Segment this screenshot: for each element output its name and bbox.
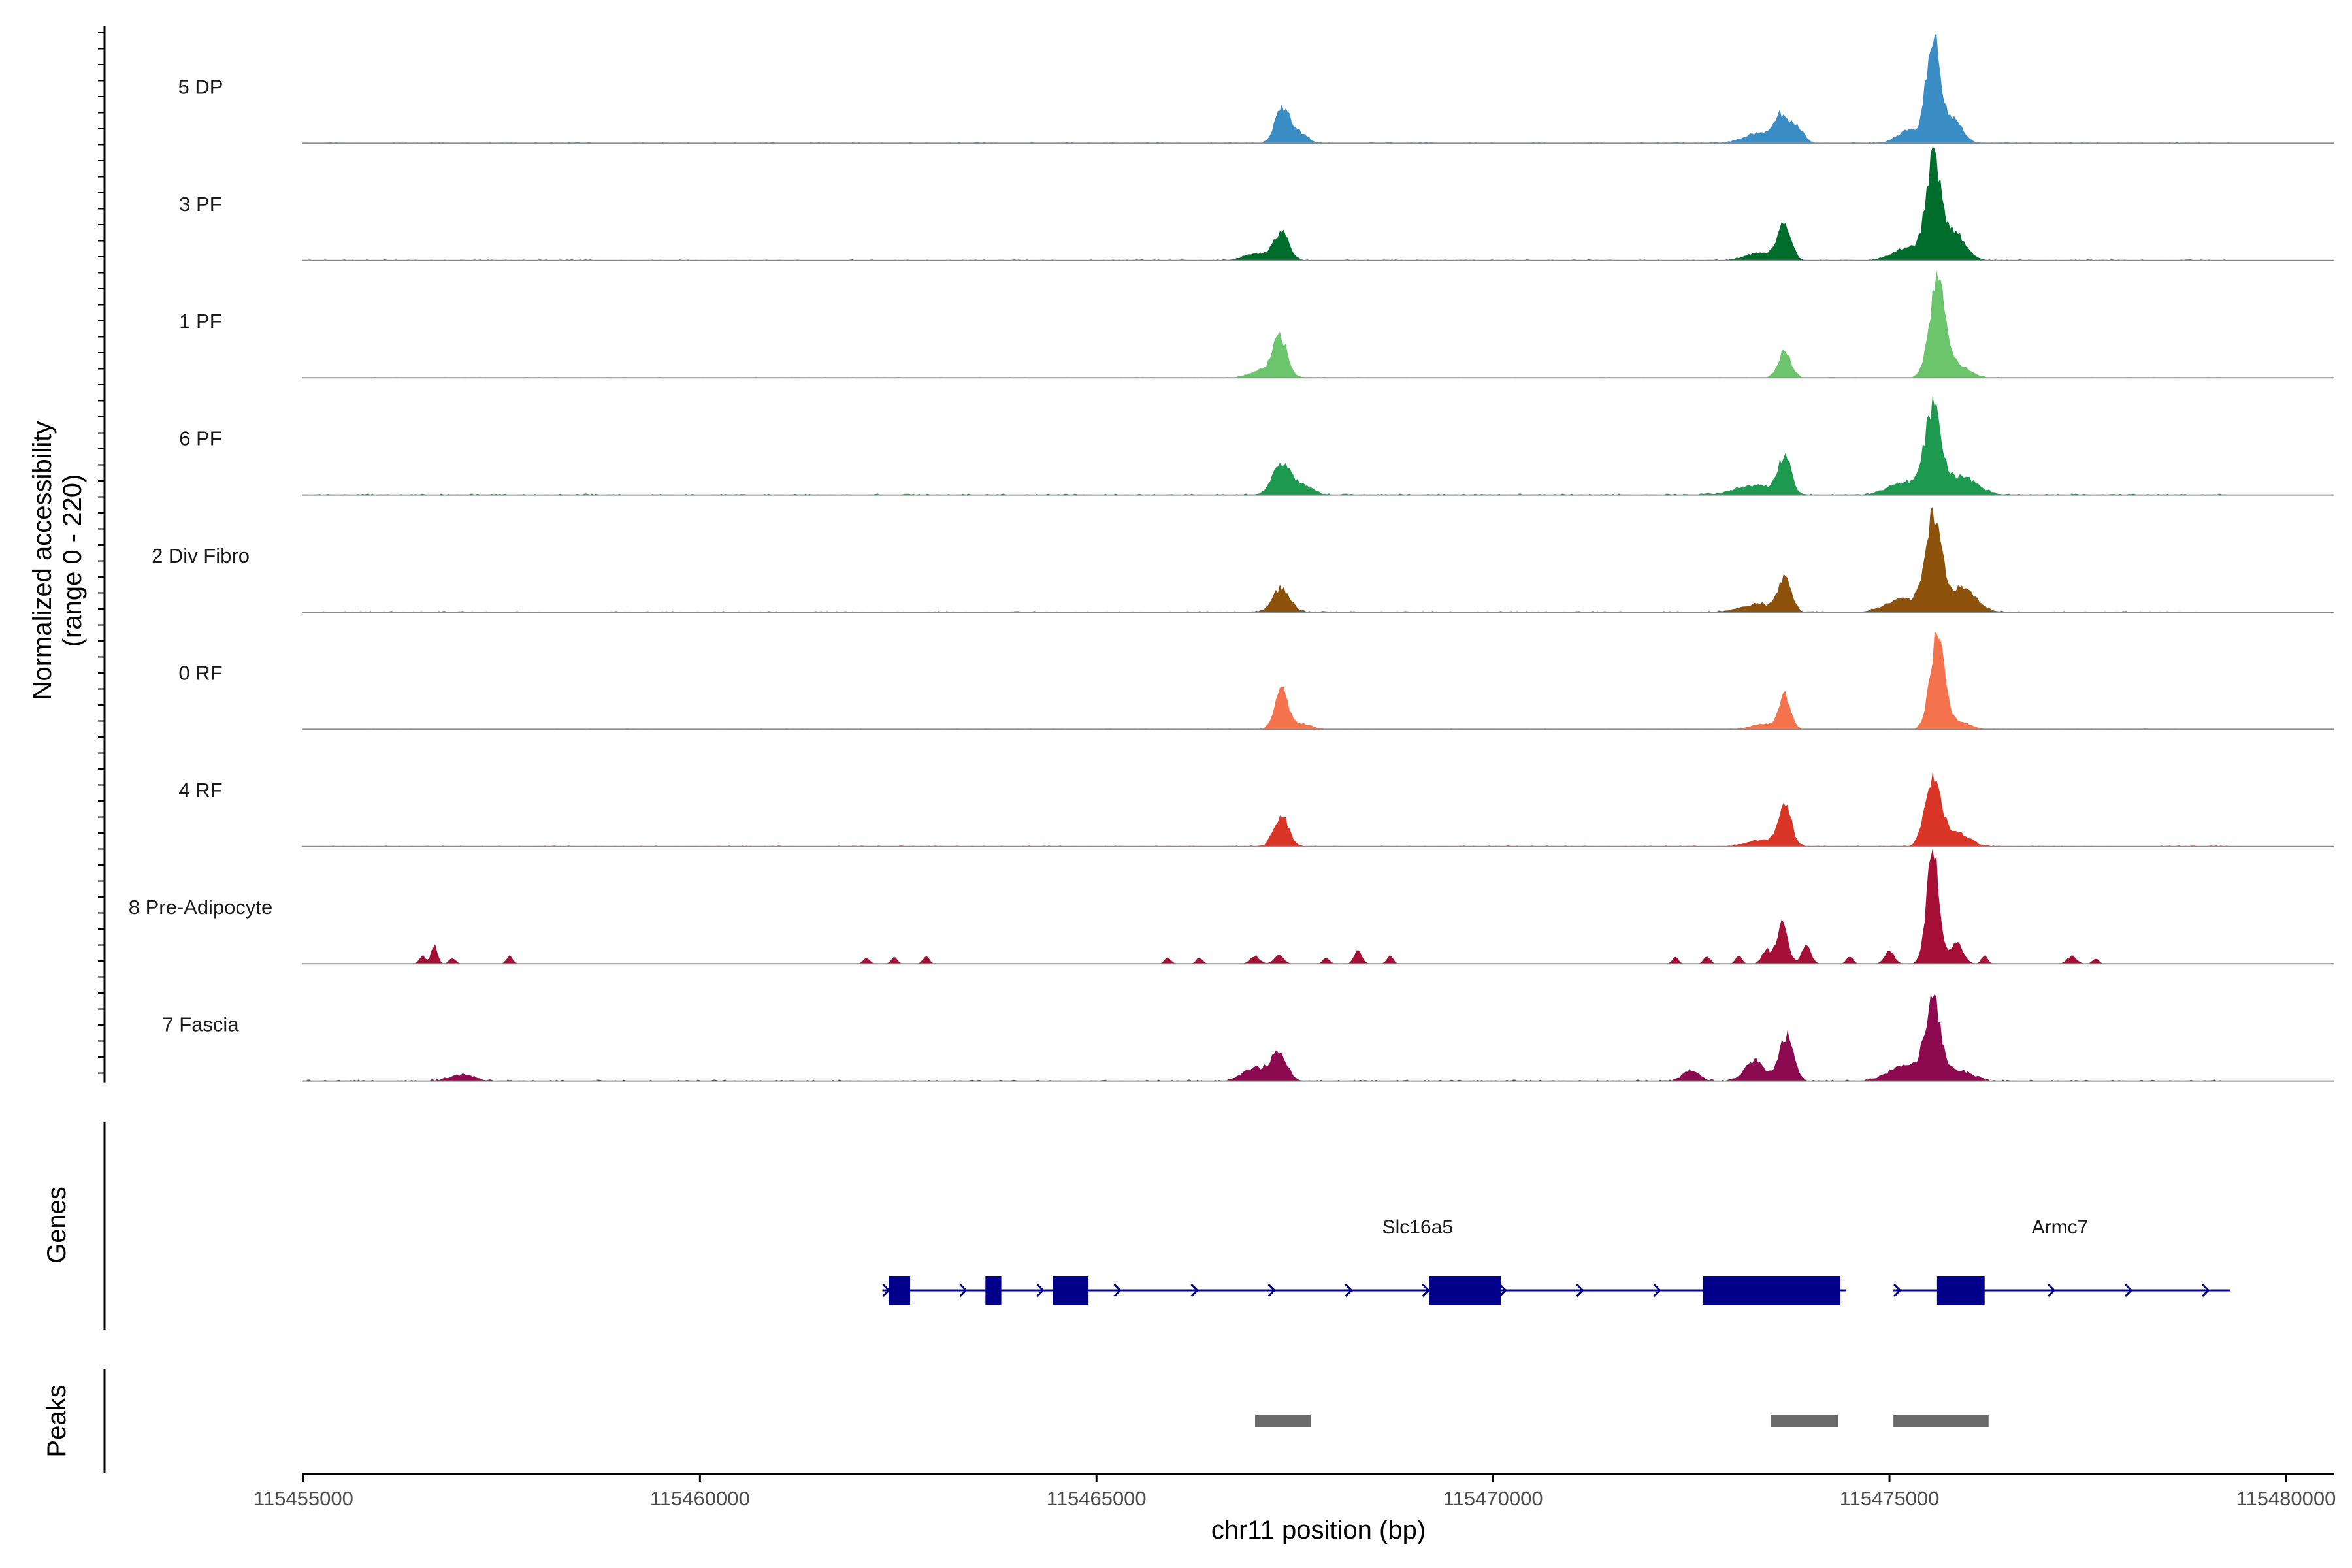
coverage-area-7-fascia <box>302 994 2334 1081</box>
track-label: 3 PF <box>179 193 221 216</box>
x-tick-label: 115480000 <box>2236 1487 2336 1510</box>
track-label: 0 RF <box>178 661 222 684</box>
coverage-area-1-pf <box>302 269 2334 378</box>
peak-region <box>1770 1415 1838 1427</box>
strand-arrow-icon <box>1422 1283 1430 1298</box>
strand-arrow-icon <box>1499 1283 1507 1298</box>
genes-panel-title: Genes <box>42 1186 71 1264</box>
strand-arrow-icon <box>1576 1283 1584 1298</box>
gene-label-armc7: Armc7 <box>2032 1217 2089 1238</box>
strand-arrow-icon <box>2202 1283 2210 1298</box>
strand-arrow-icon <box>1190 1283 1199 1298</box>
strand-arrow-icon <box>1267 1283 1276 1298</box>
strand-arrow-icon <box>2125 1283 2133 1298</box>
exon-block <box>1936 1276 1985 1305</box>
track-label: 8 Pre-Adipocyte <box>129 896 273 919</box>
track-labels: 5 DP 3 PF 1 PF 6 PF 2 Div Fibro 0 RF 4 RF 8 Pre… <box>129 75 273 1036</box>
coverage-area-0-rf <box>302 632 2334 730</box>
coverage-area-2-div-fibro <box>302 507 2334 612</box>
peak-region <box>1255 1415 1311 1427</box>
strand-arrow-icon <box>1113 1283 1122 1298</box>
strand-arrow-icon <box>1345 1283 1353 1298</box>
gene-label-slc16a5: Slc16a5 <box>1382 1217 1453 1238</box>
x-tick-label: 115465000 <box>1047 1487 1147 1510</box>
coverage-area-5-dp <box>302 32 2334 144</box>
peak-region <box>1893 1415 1989 1427</box>
x-axis: 115455000 115460000 115465000 115470000 1154… <box>253 1473 2336 1510</box>
strand-arrow-icon <box>959 1283 968 1298</box>
coverage-area-8-pre-adipocyte <box>302 849 2334 964</box>
track-label: 5 DP <box>178 75 223 98</box>
coverage-area-4-rf <box>302 772 2334 847</box>
exon-block <box>889 1276 910 1305</box>
track-label: 7 Fascia <box>162 1013 239 1036</box>
x-tick-label: 115475000 <box>1840 1487 1940 1510</box>
y-axis-title: Normalized accessibility <box>28 421 57 700</box>
track-label: 4 RF <box>178 779 222 802</box>
track-label: 2 Div Fibro <box>152 544 250 567</box>
coverage-tracks <box>302 32 2334 1082</box>
track-label: 6 PF <box>179 427 221 450</box>
x-tick-label: 115470000 <box>1443 1487 1543 1510</box>
track-label: 1 PF <box>179 310 221 333</box>
y-axis-title-range: (range 0 - 220) <box>58 474 87 647</box>
strand-arrow-icon <box>2048 1283 2056 1298</box>
strand-arrow-icon <box>1893 1283 1902 1298</box>
exon-block <box>1429 1276 1501 1305</box>
strand-arrow-icon <box>1653 1283 1661 1298</box>
peaks-panel-title: Peaks <box>42 1384 71 1457</box>
strand-arrow-icon <box>1036 1283 1045 1298</box>
exon-block <box>985 1276 1002 1305</box>
coverage-area-3-pf <box>302 146 2334 261</box>
x-tick-label: 115460000 <box>650 1487 750 1510</box>
peaks-panel <box>103 1369 1989 1473</box>
y-axis <box>98 26 106 1083</box>
coverage-area-6-pf <box>302 395 2334 495</box>
x-tick-label: 115455000 <box>253 1487 353 1510</box>
exon-block <box>1703 1276 1840 1305</box>
x-axis-title: chr11 position (bp) <box>1211 1516 1426 1544</box>
exon-block <box>1053 1276 1089 1305</box>
genes-panel: Slc16a5 Armc7 <box>103 1122 2230 1330</box>
